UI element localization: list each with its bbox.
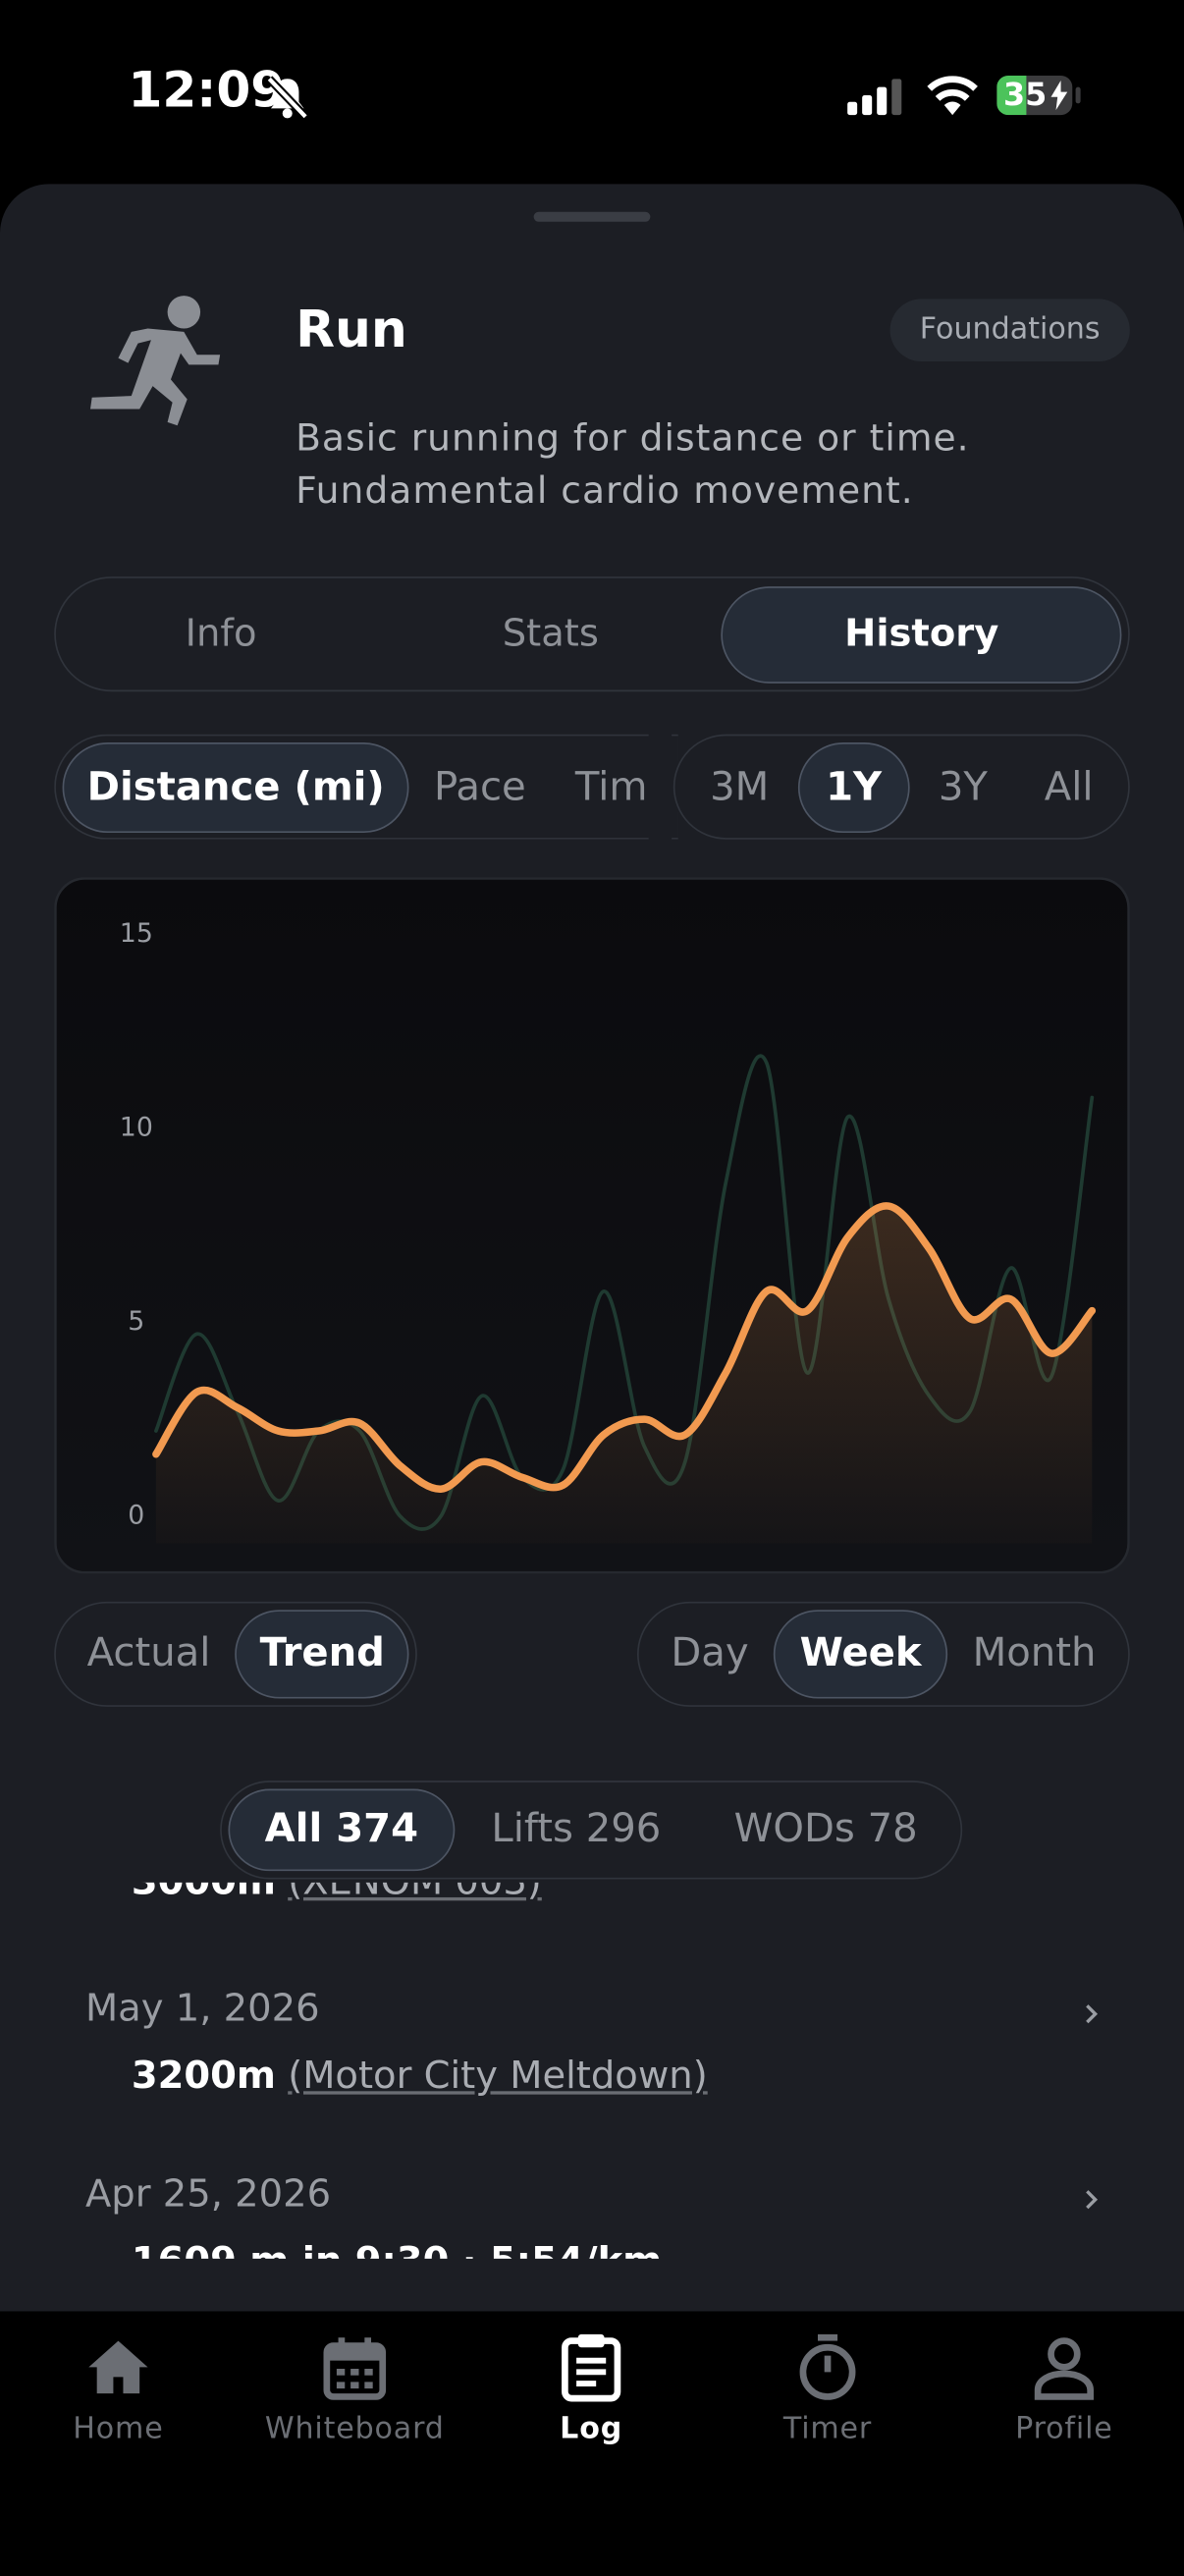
charging-icon [1050, 80, 1068, 111]
category-badge[interactable]: Foundations [889, 299, 1130, 361]
tab-button[interactable]: 1Y [797, 741, 910, 833]
description-line: Fundamental cardio movement. [296, 469, 914, 513]
profile-icon[interactable] [1031, 2336, 1097, 2402]
tab-button[interactable]: History [722, 585, 1122, 683]
y-tick-label: 0 [128, 1500, 144, 1530]
result-text: 3200m [131, 2055, 276, 2099]
nav-label[interactable]: Profile [1015, 2411, 1113, 2446]
chevron[interactable] [1081, 2186, 1103, 2213]
whiteboard-icon[interactable] [322, 2336, 388, 2402]
history-result[interactable]: 1609 m in 9:30 · 5:54/km [132, 2241, 662, 2259]
tab-button[interactable]: Trend [235, 1610, 410, 1699]
tab-button[interactable]: All 374 [228, 1788, 456, 1872]
view-toggle: Actual Trend [54, 1601, 417, 1707]
chevron[interactable] [1081, 2001, 1103, 2027]
sheet-handle[interactable] [533, 211, 651, 222]
nav-label[interactable]: Timer [782, 2411, 873, 2446]
scroll-mask [648, 722, 673, 854]
tab-button[interactable]: Week [774, 1610, 947, 1699]
y-tick-label: 5 [128, 1306, 144, 1337]
log-icon[interactable] [559, 2332, 624, 2402]
exercise-title: Run [296, 301, 407, 360]
tab-button[interactable]: Lifts 296 [491, 1805, 662, 1852]
tab-button[interactable]: Day [671, 1629, 749, 1676]
wifi-icon [927, 76, 978, 116]
tab-button[interactable]: 3M [710, 762, 770, 809]
run-icon [89, 296, 221, 426]
history-result[interactable]: 3000m (XENOM 003) [132, 1883, 542, 1904]
description-line: Basic running for distance or time. [296, 416, 970, 461]
history-list: 3000m (XENOM 003) May 1, 2026 3200m (Mot… [0, 1883, 1184, 2259]
timer-icon[interactable] [795, 2332, 861, 2401]
trend-line [152, 1202, 1097, 1493]
main-tabs: Info Stats History [54, 576, 1130, 692]
result-text: 3000m [132, 1883, 276, 1904]
metric-tabs: Distance (mi) Pace Time [54, 734, 678, 840]
bottom-nav [0, 2311, 1184, 2576]
tab-button[interactable]: Month [972, 1629, 1097, 1676]
history-date: Apr 25, 2026 [84, 2172, 332, 2217]
event-link[interactable]: (XENOM 003) [288, 1883, 542, 1904]
battery-text: 35 [1003, 77, 1048, 114]
tab-button[interactable]: All [1044, 762, 1094, 809]
nav-label[interactable]: Log [560, 2411, 623, 2446]
tab-button[interactable]: Info [185, 612, 257, 655]
period-toggle: Day Week Month [636, 1601, 1130, 1707]
nav-label[interactable]: Home [73, 2411, 164, 2446]
tab-button[interactable]: 3Y [938, 762, 988, 809]
y-tick-label: 10 [120, 1113, 153, 1143]
signal-icon [847, 79, 902, 116]
history-result[interactable]: 3200m (Motor City Meltdown) [132, 2055, 708, 2098]
battery: 35 [996, 75, 1073, 116]
range-tabs: 3M 1Y 3Y All [673, 734, 1130, 840]
y-tick-label: 15 [120, 918, 153, 949]
silent-icon [266, 76, 309, 120]
tab-button[interactable]: Actual [86, 1629, 211, 1676]
battery-cap [1075, 86, 1081, 104]
tab-button[interactable]: WODs 78 [733, 1805, 918, 1852]
tab-button[interactable]: Pace [433, 762, 526, 809]
history-filters: All 374 Lifts 296 WODs 78 [220, 1781, 963, 1880]
history-date: May 1, 2026 [84, 1987, 320, 2031]
event-link[interactable]: (Motor City Meltdown) [288, 2055, 708, 2099]
nav-label[interactable]: Whiteboard [264, 2411, 445, 2446]
chart: 0 5 10 15 [54, 877, 1130, 1574]
home-icon[interactable] [85, 2336, 151, 2402]
battery-level [996, 75, 1027, 116]
status-time: 12:09 [128, 62, 286, 121]
tab-button[interactable]: Stats [502, 612, 599, 655]
result-text: 1609 m in 9:30 · 5:54/km [132, 2241, 662, 2259]
tab-button[interactable]: Distance (mi) [62, 741, 409, 833]
